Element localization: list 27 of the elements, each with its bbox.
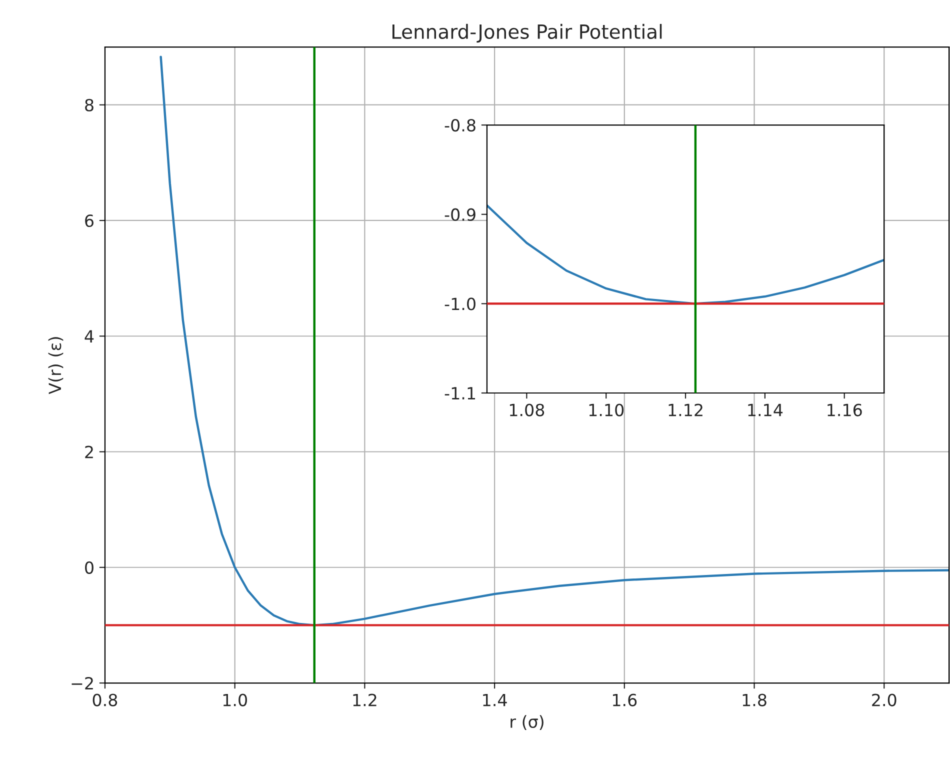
x-tick-label: 1.12 xyxy=(668,404,702,416)
line-series xyxy=(160,56,950,626)
x-tick-label: 1.16 xyxy=(828,404,862,416)
y-tick-label: -0.8 xyxy=(444,118,476,132)
y-tick-label: -1.1 xyxy=(444,387,476,400)
y-tick-label: 0 xyxy=(85,561,94,574)
x-tick-label: 0.8 xyxy=(92,694,118,706)
y-tick-label: 6 xyxy=(85,214,94,228)
y-tick-label: 8 xyxy=(85,98,94,112)
y-tick-label: -0.9 xyxy=(444,208,476,221)
y-axis-title: V(r) (ε) xyxy=(48,337,64,394)
y-tick-label: 2 xyxy=(85,446,93,458)
y-tick-label: -1.0 xyxy=(444,298,476,310)
x-tick-label: 1.4 xyxy=(483,694,507,706)
line-series xyxy=(486,204,884,305)
x-tick-label: 2.0 xyxy=(872,694,896,706)
x-tick-label: 1.6 xyxy=(612,694,637,706)
x-tick-label: 1.10 xyxy=(589,404,624,416)
x-tick-label: 1.8 xyxy=(742,694,766,706)
y-tick-label: 4 xyxy=(84,330,94,342)
x-axis-title: r (σ) xyxy=(510,715,544,730)
chart-title: Lennard-Jones Pair Potential xyxy=(392,24,662,43)
x-tick-label: 1.08 xyxy=(510,404,544,416)
x-tick-label: 1.14 xyxy=(748,404,783,416)
x-tick-label: 1.0 xyxy=(223,694,247,706)
y-tick-label: −2 xyxy=(72,676,93,690)
x-tick-label: 1.2 xyxy=(353,694,376,706)
